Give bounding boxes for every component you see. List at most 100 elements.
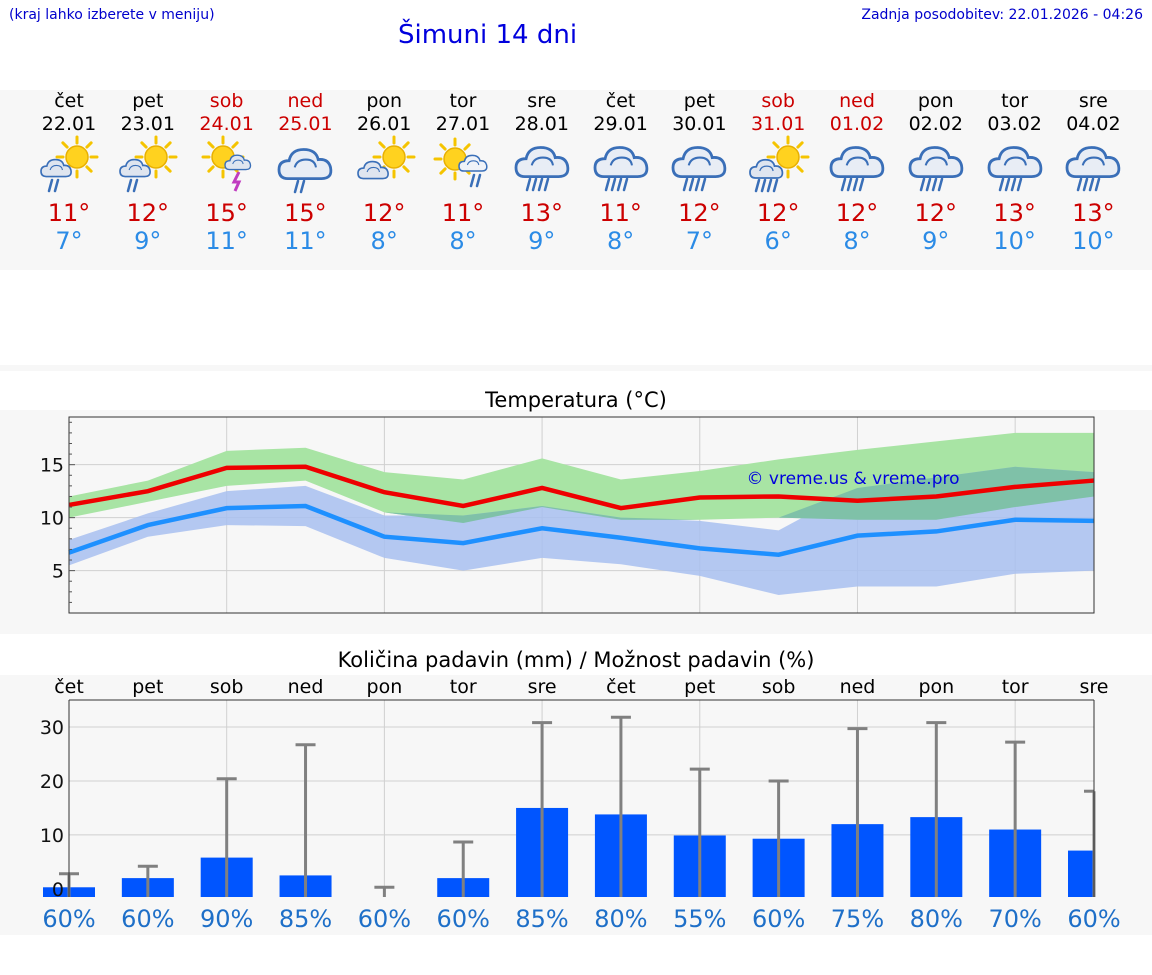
- day-name: ned: [287, 90, 324, 112]
- day-column: pet 30.01 12° 7°: [659, 88, 739, 255]
- partly-sunny-icon: [344, 135, 424, 201]
- day-column: sre 04.02 13° 10°: [1053, 88, 1133, 255]
- day-column: ned 25.01 15° 11°: [265, 88, 345, 255]
- precip-probability: 75%: [831, 905, 884, 933]
- min-temp: 8°: [449, 227, 477, 255]
- day-date: 30.01: [672, 113, 727, 135]
- day-date: 02.02: [908, 113, 963, 135]
- precip-probability: 90%: [200, 905, 253, 933]
- cloud-heavy-rain-icon: [502, 135, 582, 201]
- category-label: pet: [684, 676, 715, 698]
- day-column: pet 23.01 12° 9°: [108, 88, 188, 255]
- precip-probability: 60%: [752, 905, 805, 933]
- precip-probability: 60%: [42, 905, 95, 933]
- category-label: sre: [1080, 676, 1109, 698]
- y-tick-label: 20: [40, 771, 64, 793]
- max-temp: 13°: [1072, 199, 1115, 227]
- day-name: tor: [1001, 90, 1029, 112]
- day-date: 25.01: [278, 113, 333, 135]
- temperature-chart: 5 10 15 © vreme.us & vreme.pro: [40, 416, 1095, 614]
- min-temp: 7°: [55, 227, 83, 255]
- day-name: pet: [132, 90, 164, 112]
- day-date: 31.01: [750, 113, 806, 135]
- day-column: sre 28.01 13° 9°: [502, 88, 582, 255]
- day-column: sob 31.01 12° 6°: [738, 88, 818, 255]
- overlap-band: [69, 466, 1094, 523]
- y-tick-label: 10: [40, 508, 64, 530]
- day-name: pon: [917, 90, 954, 112]
- sun-cloud-rain-icon: [423, 135, 503, 201]
- day-name: pet: [683, 90, 715, 112]
- precip-probability: 60%: [437, 905, 490, 933]
- min-temp: 9°: [134, 227, 162, 255]
- category-label: tor: [450, 676, 477, 698]
- day-date: 01.02: [829, 113, 885, 135]
- cloud-heavy-rain-icon: [975, 135, 1055, 201]
- min-temp: 11°: [284, 227, 327, 255]
- partly-sunny-rain-icon: [29, 135, 109, 201]
- min-temp: 8°: [370, 227, 398, 255]
- daily-forecast: čet 22.01 11° 7° pet 23.01 12° 9° sob 24.01 15° 11°…: [0, 88, 1152, 270]
- watermark: © vreme.us & vreme.pro: [746, 469, 959, 489]
- day-column: pon 26.01 12° 8°: [344, 88, 424, 255]
- min-temp-line: [68, 503, 1095, 558]
- day-name: sob: [209, 90, 244, 112]
- day-column: tor 03.02 13° 10°: [975, 88, 1055, 255]
- category-label: pon: [367, 676, 403, 698]
- precip-probability: 60%: [1067, 905, 1120, 933]
- y-tick-label: 15: [40, 455, 64, 477]
- cloud-rain-icon: [265, 135, 345, 201]
- day-column: čet 22.01 11° 7°: [29, 88, 109, 255]
- y-tick-label: 10: [40, 825, 64, 847]
- day-name: pon: [366, 90, 403, 112]
- sun-thunderstorm-icon: [187, 135, 267, 201]
- partly-sunny-heavy-rain-icon: [738, 135, 818, 201]
- forecast-band: [0, 90, 1152, 270]
- category-label: pet: [132, 676, 163, 698]
- day-name: sre: [527, 90, 557, 112]
- day-name: ned: [839, 90, 875, 112]
- min-temp: 11°: [205, 227, 248, 255]
- day-date: 23.01: [120, 113, 175, 135]
- page-title: Šimuni 14 dni: [398, 20, 578, 50]
- max-temp: 12°: [362, 199, 406, 227]
- day-date: 28.01: [514, 113, 569, 135]
- cloud-heavy-rain-icon: [1053, 135, 1133, 201]
- partly-sunny-rain-icon: [108, 135, 188, 201]
- precip-probability: 60%: [121, 905, 174, 933]
- cloud-heavy-rain-icon: [659, 135, 739, 201]
- category-label: sob: [762, 676, 796, 698]
- y-tick-label: 0: [52, 879, 64, 901]
- category-label: tor: [1002, 676, 1029, 698]
- precip-probability: 80%: [910, 905, 963, 933]
- max-temp: 11°: [441, 199, 485, 227]
- max-temp: 11°: [47, 199, 91, 227]
- day-column: ned 01.02 12° 8°: [817, 88, 897, 255]
- max-temp: 12°: [914, 199, 958, 227]
- day-date: 03.02: [987, 113, 1042, 135]
- day-date: 27.01: [435, 113, 491, 135]
- precip-probability: 85%: [279, 905, 332, 933]
- day-column: tor 27.01 11° 8°: [423, 88, 503, 255]
- precip-probability: 60%: [358, 905, 411, 933]
- day-name: sre: [1078, 90, 1108, 112]
- day-name: čet: [605, 90, 636, 112]
- location-hint: (kraj lahko izberete v meniju): [9, 7, 215, 23]
- day-name: sob: [761, 90, 795, 112]
- max-temp: 15°: [205, 199, 248, 227]
- category-label: čet: [54, 676, 84, 698]
- min-temp: 9°: [922, 227, 950, 255]
- min-temp: 9°: [528, 227, 556, 255]
- cloud-heavy-rain-icon: [896, 135, 976, 201]
- day-date: 04.02: [1066, 113, 1121, 135]
- min-temp: 8°: [843, 227, 871, 255]
- day-name: tor: [449, 90, 477, 112]
- min-temp: 7°: [685, 227, 714, 255]
- day-name: čet: [54, 90, 84, 112]
- category-label: ned: [288, 676, 324, 698]
- category-label: sob: [210, 676, 244, 698]
- day-column: sob 24.01 15° 11°: [187, 88, 267, 255]
- day-column: čet 29.01 11° 8°: [581, 88, 661, 255]
- category-label: sre: [528, 676, 557, 698]
- plot-frame: [68, 416, 1095, 614]
